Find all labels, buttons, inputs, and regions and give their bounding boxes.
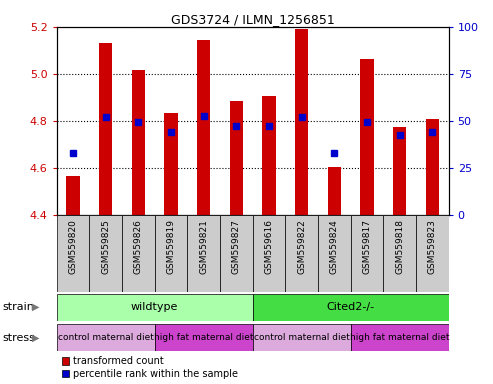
Bar — [351, 215, 383, 292]
Text: GSM559819: GSM559819 — [167, 219, 176, 274]
Bar — [155, 324, 252, 351]
Bar — [328, 167, 341, 215]
Bar — [132, 70, 145, 215]
Bar — [230, 101, 243, 215]
Bar — [197, 40, 210, 215]
Text: stress: stress — [2, 333, 35, 343]
Text: control maternal diet: control maternal diet — [58, 333, 154, 343]
Bar — [165, 113, 177, 215]
Text: GSM559825: GSM559825 — [101, 219, 110, 274]
Bar — [57, 324, 155, 351]
Text: ▶: ▶ — [32, 333, 39, 343]
Bar — [57, 215, 89, 292]
Bar — [99, 43, 112, 215]
Bar — [383, 215, 416, 292]
Bar — [67, 176, 79, 215]
Text: GSM559822: GSM559822 — [297, 219, 306, 274]
Text: GSM559820: GSM559820 — [69, 219, 77, 274]
Text: wildtype: wildtype — [131, 302, 178, 312]
Text: GSM559823: GSM559823 — [428, 219, 437, 274]
Text: GSM559826: GSM559826 — [134, 219, 143, 274]
Text: GSM559824: GSM559824 — [330, 219, 339, 274]
Text: GSM559616: GSM559616 — [264, 219, 274, 274]
Bar — [295, 29, 308, 215]
Bar — [285, 215, 318, 292]
Bar — [318, 215, 351, 292]
Bar — [187, 215, 220, 292]
Bar — [351, 324, 449, 351]
Bar — [220, 215, 252, 292]
Bar — [155, 215, 187, 292]
Text: Cited2-/-: Cited2-/- — [326, 302, 375, 312]
Legend: transformed count, percentile rank within the sample: transformed count, percentile rank withi… — [62, 356, 238, 379]
Text: strain: strain — [2, 302, 35, 312]
Text: GSM559818: GSM559818 — [395, 219, 404, 274]
Bar — [57, 294, 252, 321]
Text: high fat maternal diet: high fat maternal diet — [154, 333, 253, 343]
Text: high fat maternal diet: high fat maternal diet — [350, 333, 450, 343]
Bar — [252, 294, 449, 321]
Title: GDS3724 / ILMN_1256851: GDS3724 / ILMN_1256851 — [171, 13, 335, 26]
Bar — [262, 96, 276, 215]
Text: control maternal diet: control maternal diet — [254, 333, 350, 343]
Text: GSM559827: GSM559827 — [232, 219, 241, 274]
Bar — [416, 215, 449, 292]
Bar — [122, 215, 155, 292]
Bar — [360, 59, 374, 215]
Bar — [89, 215, 122, 292]
Bar — [252, 324, 351, 351]
Text: GSM559821: GSM559821 — [199, 219, 208, 274]
Text: ▶: ▶ — [32, 302, 39, 312]
Bar — [252, 215, 285, 292]
Bar — [426, 119, 439, 215]
Bar — [393, 127, 406, 215]
Text: GSM559817: GSM559817 — [362, 219, 372, 274]
